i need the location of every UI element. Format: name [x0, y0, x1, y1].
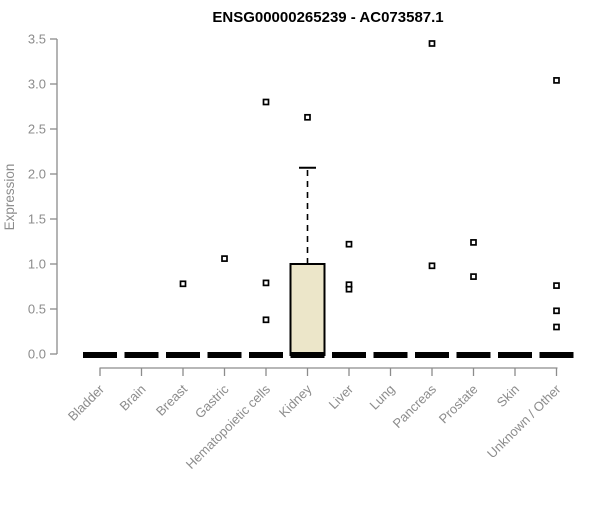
- median-bar-kidney: [290, 352, 325, 358]
- outlier-point-unknown-other: [553, 307, 560, 315]
- median-bar-breast: [166, 352, 200, 358]
- median-bar-lung: [373, 352, 408, 358]
- x-tick-label-bladder: Bladder: [65, 381, 108, 424]
- x-tick-label-skin: Skin: [494, 382, 522, 410]
- outlier-point-unknown-other: [553, 77, 560, 84]
- median-bar-liver: [332, 352, 366, 358]
- outlier-point-prostate: [470, 239, 477, 246]
- outlier-point-unknown-other: [553, 323, 560, 331]
- x-tick-label-pancreas: Pancreas: [390, 381, 440, 431]
- median-bar-skin: [498, 352, 532, 358]
- y-tick-label: 2.5: [28, 122, 46, 137]
- median-bar-hematopoietic-cells: [249, 352, 283, 358]
- median-bar-unknown-other: [539, 352, 574, 358]
- outlier-point-pancreas: [428, 262, 436, 270]
- outlier-point-gastric: [221, 255, 228, 262]
- x-tick-label-gastric: Gastric: [192, 381, 232, 421]
- outlier-point-prostate: [470, 273, 477, 280]
- y-tick-label: 0.0: [28, 347, 46, 362]
- y-tick-label: 1.0: [28, 257, 46, 272]
- y-axis-label: Expression: [2, 164, 17, 231]
- y-tick-label: 3.0: [28, 77, 46, 92]
- x-tick-label-prostate: Prostate: [436, 382, 481, 427]
- median-bar-prostate: [456, 352, 491, 358]
- outlier-point-hematopoietic-cells: [262, 98, 270, 106]
- outlier-point-kidney: [304, 113, 311, 121]
- x-tick-label-unknown-other: Unknown / Other: [484, 381, 564, 461]
- plot-area: 0.0 0.5 1.0 1.5 2.0 2.5 3.0 3.5 Bladder Brain Brea…: [28, 32, 574, 472]
- y-tick-label: 0.5: [28, 302, 46, 317]
- median-bar-bladder: [83, 352, 117, 358]
- x-tick-label-breast: Breast: [153, 381, 190, 418]
- y-tick-label: 3.5: [28, 32, 46, 47]
- y-tick-label: 1.5: [28, 212, 46, 227]
- chart-title: ENSG00000265239 - AC073587.1: [212, 9, 443, 26]
- x-tick-label-brain: Brain: [117, 382, 149, 414]
- x-tick-label-liver: Liver: [326, 381, 357, 412]
- outlier-point-breast: [179, 280, 187, 288]
- outlier-point-liver: [345, 285, 353, 293]
- outlier-point-liver: [345, 240, 353, 248]
- outlier-point-hematopoietic-cells: [262, 279, 270, 287]
- y-tick-label: 2.0: [28, 167, 46, 182]
- x-tick-label-lung: Lung: [367, 382, 398, 413]
- outlier-point-unknown-other: [553, 282, 560, 289]
- median-bar-brain: [124, 352, 159, 358]
- outlier-point-pancreas: [428, 40, 436, 47]
- box-kidney: [289, 263, 326, 356]
- median-bar-pancreas: [415, 352, 449, 358]
- median-bar-gastric: [207, 352, 242, 358]
- x-tick-label-kidney: Kidney: [276, 381, 315, 420]
- outlier-point-hematopoietic-cells: [262, 316, 270, 324]
